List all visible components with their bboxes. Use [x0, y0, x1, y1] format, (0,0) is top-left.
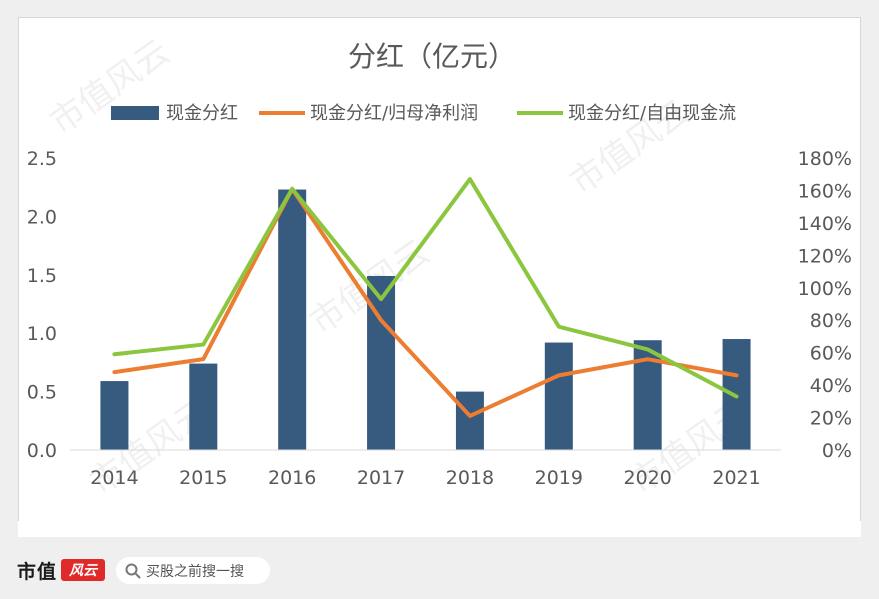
line-payout-net-profit	[112, 186, 739, 418]
card-bottom-strip	[18, 521, 861, 537]
y-right-tick: 20%	[810, 408, 852, 430]
bar-2017	[367, 275, 396, 450]
x-tick-labels: 2014 2015 2016 2017 2018 2019 2020 2021	[90, 467, 760, 489]
brand-name: 市值	[17, 560, 58, 583]
y-left-tick-labels: 0.0 0.5 1.0 1.5 2.0 2.5	[27, 148, 57, 462]
legend-label-bar: 现金分红	[166, 103, 238, 124]
bar-2015	[189, 363, 218, 450]
line-series	[112, 177, 739, 418]
legend-label-green: 现金分红/自由现金流	[568, 103, 736, 124]
brand[interactable]: 市值 风云	[17, 558, 106, 583]
y-right-tick: 180%	[798, 148, 852, 170]
y-left-tick: 0.0	[27, 440, 57, 462]
x-tick: 2018	[446, 467, 494, 489]
legend-swatch-bar	[111, 106, 159, 120]
x-tick: 2014	[90, 467, 138, 489]
y-right-tick-labels: 0% 20% 40% 60% 80% 100% 120% 140% 160% 180%	[798, 148, 852, 462]
bar-2014	[100, 381, 129, 450]
x-tick: 2016	[268, 467, 316, 489]
y-right-tick: 120%	[798, 245, 852, 267]
bar-2019	[544, 342, 573, 450]
x-tick: 2019	[535, 467, 583, 489]
y-right-tick: 60%	[810, 343, 852, 365]
y-right-tick: 100%	[798, 278, 852, 300]
bar-2016	[278, 189, 307, 450]
y-left-tick: 2.5	[27, 148, 57, 170]
footer-bar: 市值 风云 买股之前搜一搜	[0, 538, 879, 599]
y-left-tick: 1.5	[27, 265, 57, 287]
search-placeholder: 买股之前搜一搜	[146, 563, 244, 580]
y-right-tick: 40%	[810, 375, 852, 397]
legend-label-orange: 现金分红/归母净利润	[310, 103, 478, 124]
x-tick: 2020	[624, 467, 672, 489]
chart-card	[18, 17, 861, 522]
brand-logo: 风云	[61, 559, 106, 581]
line-payout-fcf	[112, 177, 739, 399]
y-left-tick: 1.0	[27, 323, 57, 345]
y-left-tick: 2.0	[27, 206, 57, 228]
x-tick: 2021	[712, 467, 760, 489]
x-tick: 2015	[179, 467, 227, 489]
legend: 现金分红 现金分红/归母净利润 现金分红/自由现金流	[111, 103, 736, 124]
bar-series	[100, 189, 751, 450]
y-left-tick: 0.5	[27, 382, 57, 404]
search-icon	[125, 563, 141, 578]
y-right-tick: 0%	[822, 440, 852, 462]
x-tick: 2017	[357, 467, 405, 489]
search-box[interactable]: 买股之前搜一搜	[116, 557, 270, 584]
chart-title: 分红（亿元）	[348, 40, 516, 73]
y-right-tick: 140%	[798, 213, 852, 235]
bar-2018	[455, 391, 484, 450]
y-right-tick: 80%	[810, 310, 852, 332]
y-right-tick: 160%	[798, 180, 852, 202]
